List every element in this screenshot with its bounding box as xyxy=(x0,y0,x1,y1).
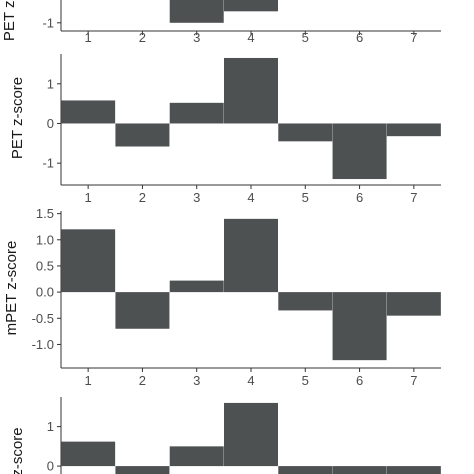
x-tick-label: 7 xyxy=(410,190,417,205)
y-axis-label: PET z-score xyxy=(9,77,26,159)
y-tick-label: -0.5 xyxy=(32,311,54,326)
bar-5 xyxy=(278,466,333,474)
chart-panel-2: 1 0 -1 PET z-score 1 2 3 4 5 6 7 xyxy=(9,54,441,205)
x-tick-label: 3 xyxy=(193,30,200,45)
x-tick-label: 6 xyxy=(356,30,363,45)
bar-4 xyxy=(224,0,278,12)
x-tick-label: 4 xyxy=(247,190,254,205)
bar-3 xyxy=(169,0,224,23)
x-tick-label: 5 xyxy=(302,190,309,205)
chart-panel-4: 1 0 z-score xyxy=(9,397,441,474)
x-tick-label: 7 xyxy=(410,30,417,45)
bar-7 xyxy=(386,123,441,137)
chart-panel-3: 1.5 1.0 0.5 0.0 -0.5 -1.0 mPET z-score 1 2 3 4 5 6 7 xyxy=(3,206,441,388)
x-tick-label: 4 xyxy=(247,373,254,388)
x-tick-label: 1 xyxy=(85,373,92,388)
bar-4 xyxy=(224,402,278,467)
bar-3 xyxy=(169,446,224,467)
y-axis-label: mPET z-score xyxy=(3,241,20,336)
y-tick-label: 1 xyxy=(47,419,54,434)
chart-panel-1: -1 PET z-score 1 2 3 4 5 6 7 xyxy=(1,0,441,45)
y-axis-label: z-score xyxy=(9,427,26,474)
bar-1 xyxy=(61,100,116,124)
y-tick-label: 0 xyxy=(47,116,54,131)
y-tick-label: 0 xyxy=(47,459,54,474)
bar-2 xyxy=(115,466,170,474)
bar-6 xyxy=(332,466,387,474)
bar-5 xyxy=(278,123,333,142)
x-tick-label: 1 xyxy=(85,190,92,205)
bar-2 xyxy=(115,292,170,329)
x-tick-label: 5 xyxy=(302,30,309,45)
bar-6 xyxy=(332,292,387,361)
x-tick-label: 2 xyxy=(139,30,146,45)
bar-1 xyxy=(61,229,116,293)
y-tick-label: -1 xyxy=(42,15,54,30)
y-tick-label: 0.0 xyxy=(36,285,54,300)
bar-7 xyxy=(386,292,441,316)
y-tick-label: 0.5 xyxy=(36,258,54,273)
x-tick-label: 5 xyxy=(302,373,309,388)
y-tick-label: -1.0 xyxy=(32,337,54,352)
bar-6 xyxy=(332,123,387,180)
x-tick-label: 4 xyxy=(247,30,254,45)
x-tick-label: 2 xyxy=(139,190,146,205)
x-tick-label: 3 xyxy=(193,373,200,388)
x-tick-label: 6 xyxy=(356,373,363,388)
bar-5 xyxy=(278,292,333,311)
x-tick-label: 3 xyxy=(193,190,200,205)
bar-3 xyxy=(169,280,224,293)
bar-4 xyxy=(224,218,278,293)
x-tick-label: 2 xyxy=(139,373,146,388)
bar-2 xyxy=(115,123,170,147)
bar-4 xyxy=(224,57,278,124)
y-tick-label: 1 xyxy=(47,76,54,91)
x-tick-label: 6 xyxy=(356,190,363,205)
y-tick-label: 1.5 xyxy=(36,206,54,221)
bar-3 xyxy=(169,102,224,124)
x-tick-label: 1 xyxy=(85,30,92,45)
y-tick-label: -1 xyxy=(42,156,54,171)
y-tick-label: 1.0 xyxy=(36,232,54,247)
y-axis-label: PET z-score xyxy=(1,0,18,41)
bar-7 xyxy=(386,466,441,474)
bar-1 xyxy=(61,441,116,467)
x-tick-label: 7 xyxy=(410,373,417,388)
